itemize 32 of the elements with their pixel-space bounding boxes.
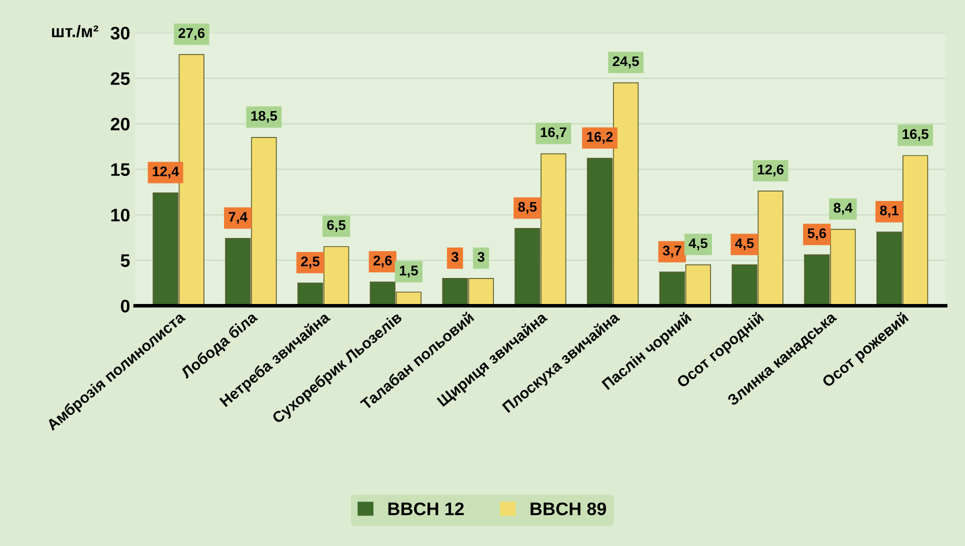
data-label: 1,5	[400, 266, 418, 278]
data-label: 8,5	[518, 202, 537, 214]
data-label: 3,7	[662, 246, 682, 258]
y-tick-label: 30	[110, 26, 130, 40]
data-label: 16,7	[540, 127, 566, 140]
y-tick-label: 10	[111, 208, 130, 222]
y-axis-title: шт./м²	[52, 24, 98, 38]
data-label: 8,1	[880, 206, 899, 218]
legend-label: BBCH 12	[388, 502, 464, 516]
data-label: 4,5	[735, 238, 754, 250]
y-tick-label: 25	[110, 72, 130, 85]
data-label: 7,4	[228, 212, 248, 224]
legend-label: BBCH 89	[530, 502, 606, 516]
data-label: 5,6	[808, 228, 826, 240]
data-label: 18,5	[251, 110, 278, 123]
data-label: 3	[478, 252, 484, 262]
data-label: 24,5	[612, 56, 639, 68]
data-label: 16,5	[902, 129, 928, 141]
data-label: 27,6	[178, 28, 205, 40]
data-label: 12,4	[152, 166, 179, 178]
data-label: 12,6	[758, 164, 784, 176]
data-label: 4,5	[688, 238, 708, 250]
y-tick-label: 20	[110, 118, 130, 130]
data-label: 6,5	[327, 220, 346, 232]
data-label: 16,2	[587, 132, 613, 144]
data-label: 3	[451, 252, 458, 262]
y-tick-label: 5	[120, 254, 130, 267]
data-label: 2,6	[373, 256, 392, 268]
data-label: 8,4	[834, 202, 853, 215]
y-tick-label: 0	[120, 300, 130, 312]
y-tick-label: 15	[111, 163, 130, 176]
data-label: 2,5	[301, 256, 320, 268]
